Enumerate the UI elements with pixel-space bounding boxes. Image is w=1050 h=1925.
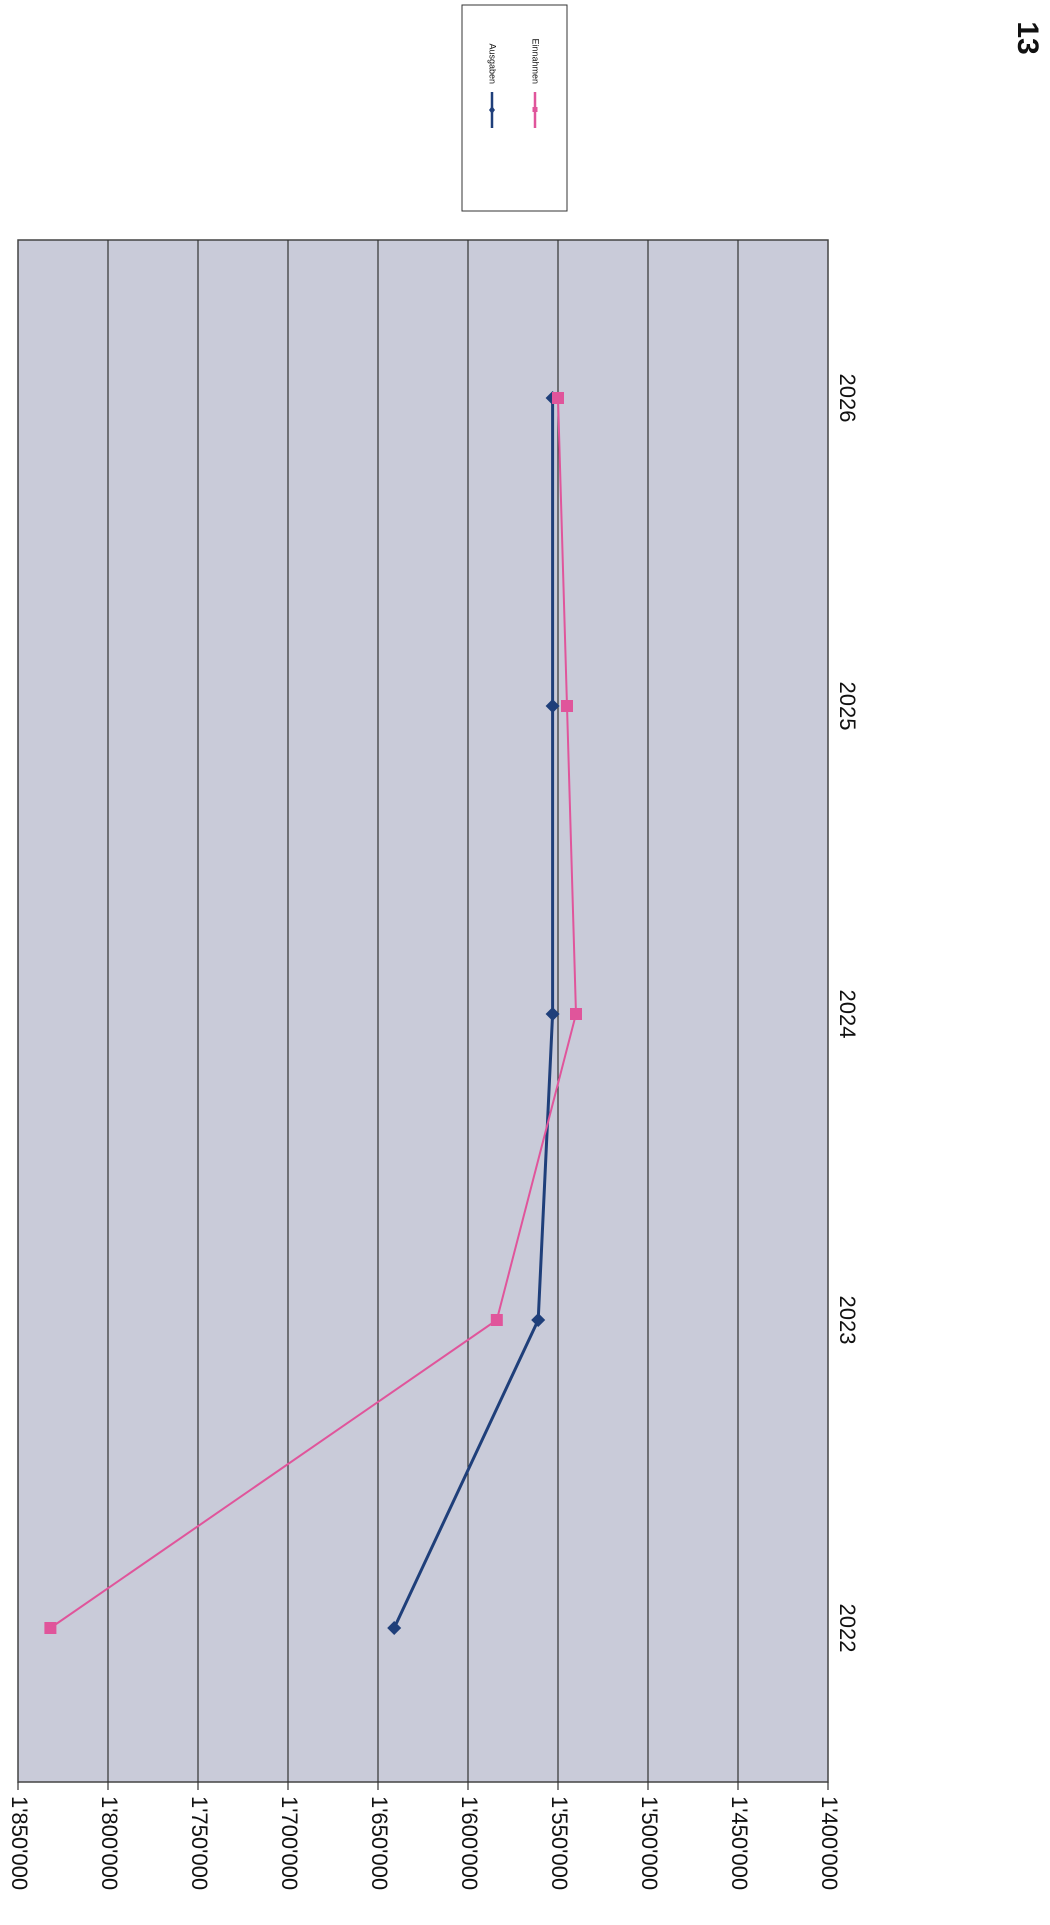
- y-tick-label: 1'850'000: [7, 1796, 32, 1890]
- data-point-ausgaben: [387, 1621, 402, 1635]
- y-tick-label: 1'450'000: [727, 1796, 752, 1890]
- legend-label-ausgaben: Ausgaben: [488, 43, 498, 84]
- x-tick-label: 2025: [835, 682, 860, 731]
- y-tick-label: 1'800'000: [97, 1796, 122, 1890]
- y-axis-ticks: 1'850'000 1'800'000 1'750'000 1'700'000 1'65…: [7, 1782, 842, 1890]
- page-number: 13: [1011, 21, 1044, 54]
- data-point-ausgaben: [545, 1007, 560, 1021]
- data-point-einnahmen: [561, 700, 573, 712]
- legend-marker-ausgaben: [489, 106, 495, 114]
- series-lines: [44, 391, 582, 1635]
- y-tick-label: 1'600'000: [457, 1796, 482, 1890]
- data-point-einnahmen: [490, 1314, 503, 1326]
- x-tick-label: 2026: [835, 374, 860, 423]
- x-axis-ticks: 2022 2023 2024 2025 2026: [835, 374, 860, 1653]
- y-tick-label: 1'700'000: [277, 1796, 302, 1890]
- y-tick-label: 1'750'000: [187, 1796, 212, 1890]
- data-point-einnahmen: [44, 1622, 57, 1634]
- y-tick-label: 1'500'000: [637, 1796, 662, 1890]
- plot-area: [17, 239, 829, 1783]
- data-point-einnahmen: [552, 392, 564, 404]
- data-point-ausgaben: [531, 1313, 546, 1327]
- x-tick-label: 2022: [835, 1604, 860, 1653]
- legend-box: [461, 4, 568, 212]
- y-tick-label: 1'400'000: [817, 1796, 842, 1890]
- legend: Ausgaben Einnahmen: [461, 4, 568, 212]
- x-tick-label: 2024: [835, 990, 860, 1039]
- y-tick-label: 1'650'000: [367, 1796, 392, 1890]
- legend-label-einnahmen: Einnahmen: [531, 38, 541, 84]
- y-tick-label: 1'550'000: [547, 1796, 572, 1890]
- x-tick-label: 2023: [835, 1296, 860, 1345]
- gridlines: [107, 240, 739, 1782]
- data-point-ausgaben: [545, 699, 560, 713]
- legend-marker-einnahmen: [532, 107, 538, 112]
- data-point-einnahmen: [570, 1008, 582, 1020]
